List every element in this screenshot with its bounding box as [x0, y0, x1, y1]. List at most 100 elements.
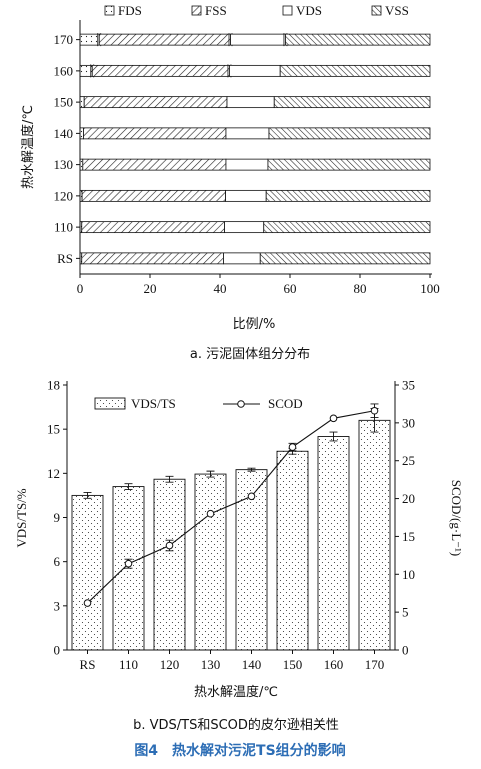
- chart-b-axes: 0 3 6 9 12 15 18 0 5 10 15 20 25 30 35 RS 110 120 130 140 15…: [47, 378, 415, 673]
- y-tick-label-right: 15: [402, 529, 415, 544]
- y-tick-label: 130: [54, 157, 74, 172]
- x-tick-label: 20: [144, 281, 157, 296]
- bar-segment-vss: [265, 189, 431, 202]
- bar-vds-ts: [71, 494, 104, 651]
- bar-segment-fds: [79, 127, 84, 140]
- x-tick-label: 60: [284, 281, 297, 296]
- bar-segment-vss: [263, 221, 431, 234]
- y-tick-label-left: 15: [47, 422, 60, 437]
- bar-segment-vss: [267, 158, 431, 171]
- y-tick-label-right: 25: [402, 453, 415, 468]
- chart-b: 0 3 6 9 12 15 18 0 5 10 15 20 25 30 35 RS 110 120 130 140 15…: [14, 378, 464, 734]
- legend-label-vds: VDS: [296, 3, 322, 18]
- error-bar: [83, 492, 92, 499]
- bar-segment-vss: [259, 252, 431, 265]
- bar-vds-ts: [317, 436, 350, 651]
- y-tick-label: 140: [54, 126, 74, 141]
- y-tick-label: RS: [57, 251, 73, 266]
- bar-segment-vds: [230, 33, 286, 46]
- chart-b-xlabel: 热水解温度/℃: [194, 684, 278, 700]
- chart-a-bars: [79, 33, 431, 265]
- bar-segment-vds: [223, 252, 261, 265]
- chart-a-xlabel: 比例/%: [233, 317, 276, 332]
- y-tick-label-right: 30: [402, 415, 415, 430]
- bar-segment-fss: [83, 127, 227, 140]
- chart-a-axes: RS 110 120 130 140 150 160 170 0 20 40 60 80 100: [54, 20, 440, 296]
- y-tick-label: 170: [54, 32, 74, 47]
- bar-segment-fss: [83, 96, 228, 109]
- legend-marker-scod: [237, 400, 245, 408]
- error-bar: [206, 470, 215, 478]
- y-tick-label-left: 0: [54, 643, 61, 658]
- bar-segment-vds: [225, 127, 270, 140]
- legend-swatch-fds: [104, 5, 115, 16]
- bar-segment-vss: [285, 33, 431, 46]
- x-tick-label: 140: [242, 657, 262, 672]
- chart-a-legend: FDS FSS VDS VSS: [104, 3, 409, 18]
- bar-segment-fss: [81, 252, 224, 265]
- chart-b-ylabel: VDS/TS/%: [14, 488, 29, 547]
- bar-segment-vds: [226, 96, 275, 109]
- error-bar: [329, 431, 338, 442]
- bar-segment-fss: [81, 221, 225, 234]
- bar-vds-ts: [194, 473, 227, 651]
- bar-segment-fss: [91, 64, 230, 77]
- scod-point: [206, 509, 215, 518]
- bar-vds-ts: [153, 478, 186, 651]
- chart-a-caption: a. 污泥固体组分分布: [190, 347, 310, 362]
- legend-label-fss: FSS: [205, 3, 227, 18]
- y-tick-label-right: 10: [402, 567, 415, 582]
- legend-swatch-vss: [371, 5, 382, 16]
- y-tick-label: 150: [54, 95, 74, 110]
- bar-segment-vds: [225, 158, 269, 171]
- scod-point: [370, 406, 379, 415]
- y-tick-label: 160: [54, 63, 74, 78]
- bar-segment-fss: [82, 158, 227, 171]
- bar-vds-ts: [358, 419, 391, 651]
- error-bar: [247, 467, 256, 472]
- bar-segment-vss: [273, 96, 431, 109]
- y-tick-label-left: 18: [47, 378, 60, 393]
- y-tick-label-right: 20: [402, 491, 415, 506]
- y-tick-label: 110: [54, 220, 73, 235]
- scod-point: [329, 414, 338, 423]
- x-tick-label: 40: [214, 281, 227, 296]
- scod-point: [288, 443, 297, 451]
- y-tick-label: 120: [54, 188, 74, 203]
- y-tick-label-right: 5: [402, 605, 409, 620]
- scod-line-path: [87, 410, 375, 604]
- error-bar: [165, 475, 174, 483]
- scod-point: [124, 559, 133, 568]
- legend-label-scod: SCOD: [268, 396, 303, 411]
- bar-segment-vds: [225, 189, 267, 202]
- legend-label-vss: VSS: [385, 3, 409, 18]
- bar-segment-vds: [229, 64, 281, 77]
- bar-segment-vss: [268, 127, 431, 140]
- chart-a-ylabel: 热水解温度/℃: [20, 105, 36, 189]
- legend-swatch-fss: [191, 5, 202, 16]
- y-tick-label-left: 12: [47, 466, 60, 481]
- bar-vds-ts: [276, 450, 309, 651]
- y-tick-label-left: 6: [54, 554, 61, 569]
- legend-swatch-vds: [282, 5, 293, 16]
- figure-title: 图4 热水解对污泥TS组分的影响: [134, 742, 345, 759]
- bar-segment-fss: [81, 189, 226, 202]
- chart-b-legend: VDS/TS SCOD: [94, 396, 303, 411]
- x-tick-label: 100: [420, 281, 440, 296]
- chart-a: FDS FSS VDS VSS RS 110 120 130 140 150 160 170 0 20 4…: [20, 3, 440, 362]
- legend-swatch-vds-ts: [94, 397, 126, 410]
- y-tick-label-right: 35: [402, 378, 415, 393]
- scod-point: [83, 599, 92, 607]
- x-tick-label: 80: [354, 281, 367, 296]
- chart-b-y2label: SCOD/(g·L⁻¹): [449, 480, 464, 556]
- y-tick-label-left: 3: [54, 598, 61, 613]
- x-tick-label: RS: [80, 657, 96, 672]
- scod-point: [247, 492, 256, 501]
- chart-b-scod-line: [83, 403, 379, 607]
- x-tick-label: 160: [324, 657, 344, 672]
- bar-segment-fss: [98, 33, 231, 46]
- x-tick-label: 150: [283, 657, 303, 672]
- x-tick-label: 120: [160, 657, 180, 672]
- x-tick-label: 110: [119, 657, 138, 672]
